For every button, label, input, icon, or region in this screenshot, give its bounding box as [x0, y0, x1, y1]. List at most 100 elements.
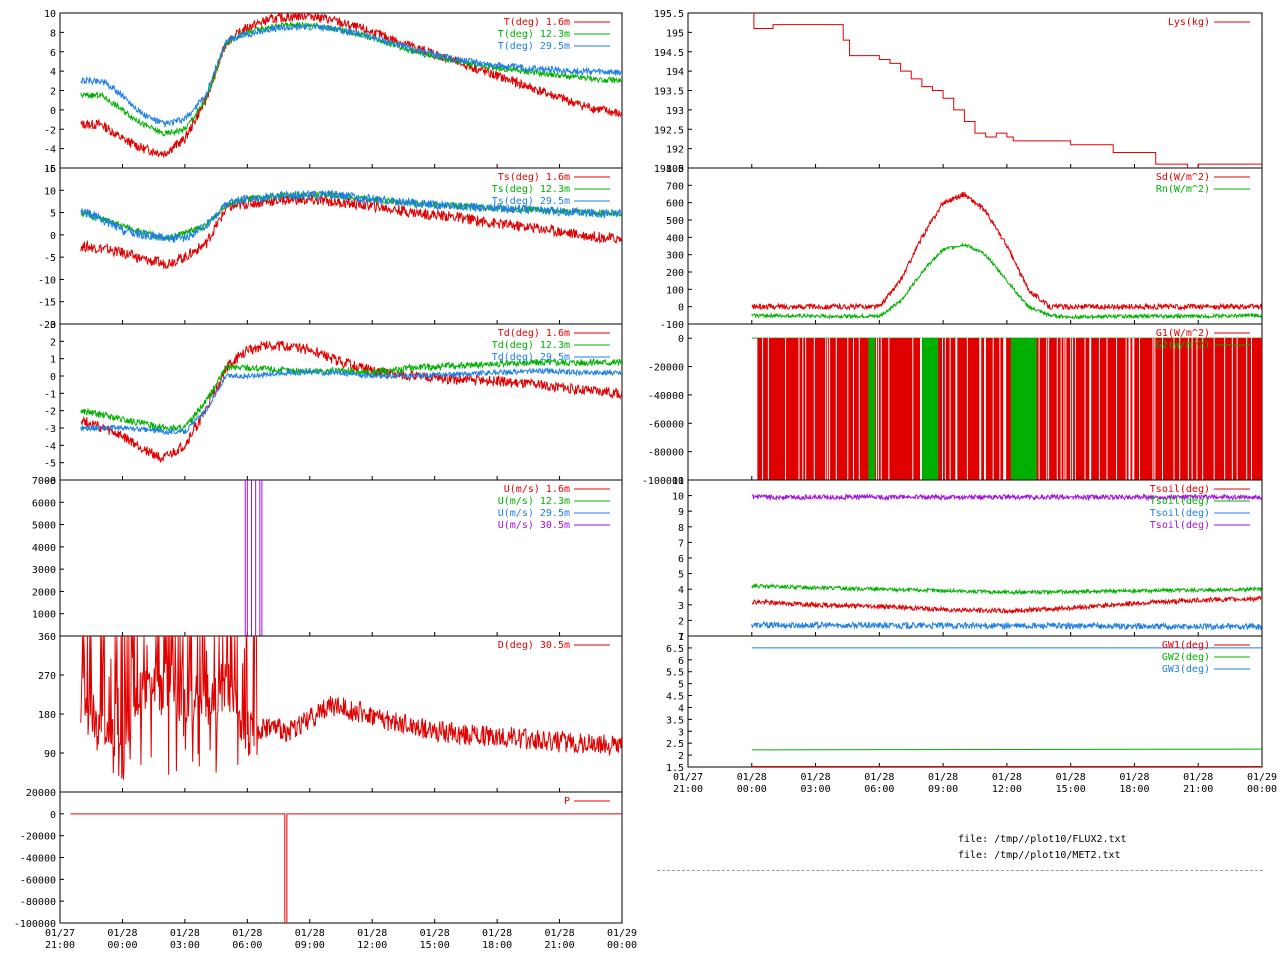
x-tick-time: 12:00 [357, 940, 387, 951]
x-tick-date: 01/28 [1056, 772, 1086, 783]
y-tick-label: 8 [50, 28, 56, 39]
x-tick-date: 01/28 [295, 928, 325, 939]
y-tick-label: 5.5 [666, 668, 684, 679]
series-line-surface-temperature-2 [80, 189, 622, 243]
plot-frame [59, 791, 623, 924]
y-tick-label: 9 [678, 507, 684, 518]
y-tick-label: -1 [44, 389, 56, 400]
x-tick-time: 21:00 [545, 940, 575, 951]
y-tick-label: 194.5 [654, 48, 684, 59]
x-tick-time: 09:00 [928, 784, 958, 795]
y-tick-label: 5 [50, 209, 56, 220]
y-tick-label: -15 [38, 298, 56, 309]
legend-label: T(deg) 12.3m [498, 29, 570, 40]
x-tick-time: 15:00 [1056, 784, 1086, 795]
legend-label: GW3(deg) [1162, 664, 1210, 675]
y-tick-label: -100 [660, 320, 684, 331]
x-tick-time: 03:00 [170, 940, 200, 951]
plot-area [751, 13, 1262, 168]
x-tick-time: 06:00 [232, 940, 262, 951]
y-tick-label: -5 [44, 459, 56, 470]
panel-pressure: 20000 0 -20000 -40000 -60000 -80000 -100000 P 01… [14, 788, 637, 951]
x-tick-date: 01/28 [737, 772, 767, 783]
series-line-groundwater-1 [751, 748, 1262, 751]
y-tick-label: 192.5 [654, 125, 684, 136]
y-tick-label: -4 [44, 145, 56, 156]
plot-area [80, 189, 622, 270]
x-tick-date: 01/28 [1183, 772, 1213, 783]
y-tick-label: -6 [44, 476, 56, 487]
y-tick-label: 4 [678, 585, 684, 596]
plot-area [751, 647, 1262, 767]
y-tick-label: -5 [44, 253, 56, 264]
y-tick-label: -40000 [20, 854, 56, 865]
y-tick-label: 2000 [32, 587, 56, 598]
y-tick-label: 5 [678, 570, 684, 581]
y-tick-label: -4 [44, 441, 56, 452]
legend-label: Lys(kg) [1168, 17, 1210, 28]
legend-label: T(deg) 1.6m [504, 17, 570, 28]
legend-label: Ts(deg) 12.3m [492, 184, 570, 195]
legend-label: U(m/s) 12.3m [498, 496, 570, 507]
series-line-wind-direction-0 [80, 636, 622, 780]
y-tick-label: 1 [678, 632, 684, 643]
panel-wind-direction: 360 270 180 90 D(deg) 30.5m [38, 632, 623, 793]
y-tick-label: 400 [666, 233, 684, 244]
x-tick-date: 01/28 [232, 928, 262, 939]
panel-lysimeter: 195.5 195 194.5 194 193.5 193 192.5 192 191.5 Lys… [654, 9, 1263, 175]
x-tick-date: 01/28 [864, 772, 894, 783]
x-tick-time: 06:00 [864, 784, 894, 795]
y-tick-label: 194 [666, 67, 684, 78]
y-tick-label: 300 [666, 251, 684, 262]
x-tick-time: 18:00 [482, 940, 512, 951]
x-tick-date: 01/27 [45, 928, 75, 939]
x-tick-date: 01/27 [673, 772, 703, 783]
y-tick-label: 2 [678, 616, 684, 627]
x-tick-date: 01/28 [545, 928, 575, 939]
x-tick-date: 01/28 [170, 928, 200, 939]
x-tick-date: 01/28 [1119, 772, 1149, 783]
y-tick-label: 3 [678, 601, 684, 612]
series-line-air-temperature-0 [80, 13, 622, 158]
x-tick-date: 01/28 [928, 772, 958, 783]
panel-ground-heat-flux: 0 -20000 -40000 -60000 -80000 -100000 G1(W/m^2… [642, 323, 1263, 487]
y-tick-label: -80000 [20, 897, 56, 908]
y-tick-label: 1.5 [666, 763, 684, 774]
legend-label: Ts(deg) 29.5m [492, 196, 570, 207]
y-tick-label: 0 [50, 231, 56, 242]
y-tick-label: 20000 [26, 788, 56, 799]
legend-label: T(deg) 29.5m [498, 41, 570, 52]
plot-area [751, 191, 1262, 321]
series-line-dewpoint-temperature-2 [80, 367, 622, 436]
y-tick-label: 360 [38, 632, 56, 643]
series-line-lysimeter-0 [751, 13, 1262, 168]
legend-label: Tsoil(deg) [1150, 520, 1210, 531]
plot-area [80, 636, 622, 780]
x-tick-time: 21:00 [45, 940, 75, 951]
legend-label: G2(W/m^2) [1156, 340, 1210, 351]
x-tick-time: 18:00 [1119, 784, 1149, 795]
x-tick-time: 21:00 [673, 784, 703, 795]
y-tick-label: 8 [678, 523, 684, 534]
y-tick-label: 193 [666, 106, 684, 117]
x-tick-time: 21:00 [1183, 784, 1213, 795]
panel-radiation: 800 700 600 500 400 300 200 100 0 -100 Sd(W/m^2)Rn… [660, 164, 1263, 331]
y-tick-label: 195.5 [654, 9, 684, 20]
footer-divider [657, 870, 1263, 871]
series-line-soil-temperature-3 [751, 493, 1262, 502]
series-line-pressure-0 [70, 813, 622, 923]
x-tick-date: 01/28 [357, 928, 387, 939]
y-tick-label: 3 [678, 727, 684, 738]
y-tick-label: 6000 [32, 498, 56, 509]
y-tick-label: 2 [50, 337, 56, 348]
y-tick-label: 800 [666, 164, 684, 175]
legend-label: D(deg) 30.5m [498, 640, 570, 651]
y-tick-label: 4000 [32, 543, 56, 554]
y-tick-label: -20 [38, 320, 56, 331]
x-tick-time: 00:00 [737, 784, 767, 795]
x-tick-date: 01/28 [482, 928, 512, 939]
y-tick-label: 600 [666, 199, 684, 210]
legend-label: Sd(W/m^2) [1156, 172, 1210, 183]
y-tick-label: 4.5 [666, 692, 684, 703]
